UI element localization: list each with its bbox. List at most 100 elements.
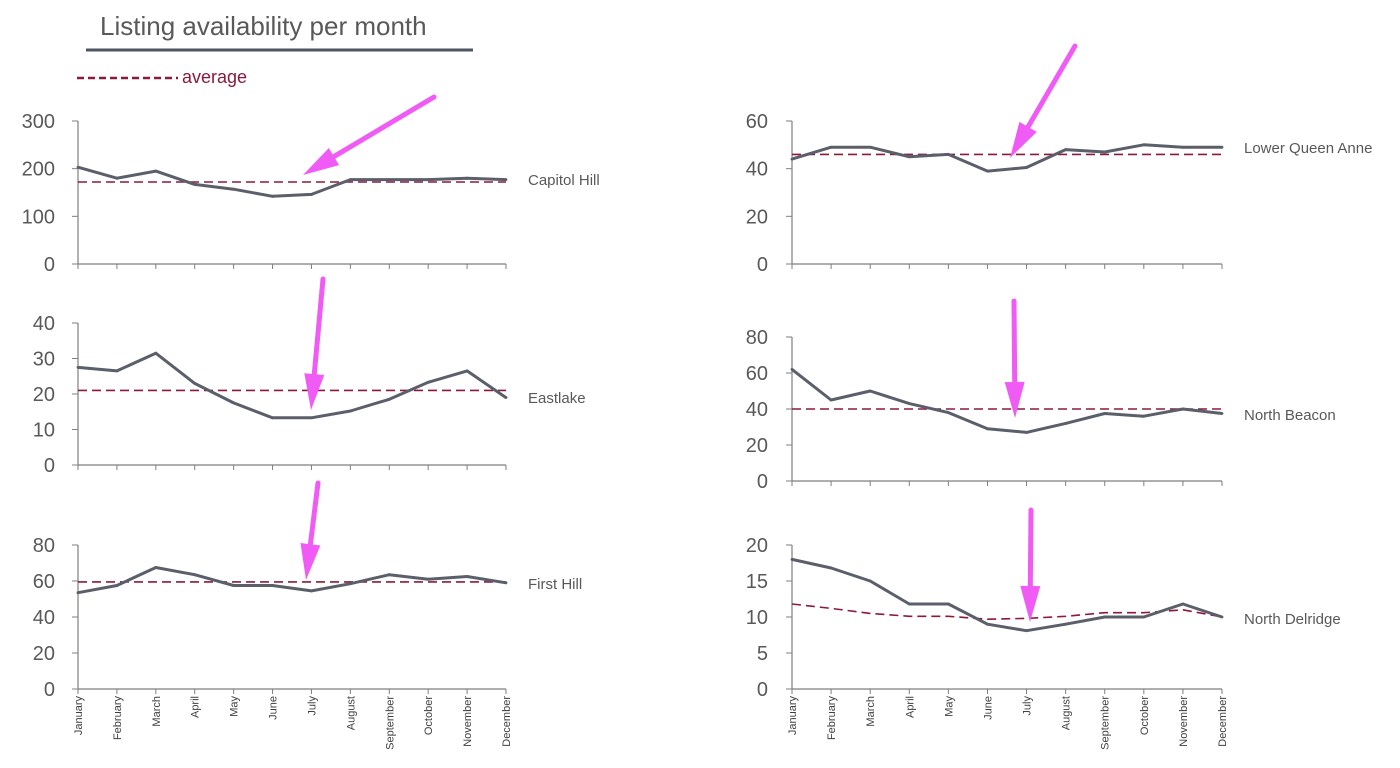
data-point xyxy=(465,176,469,180)
data-point xyxy=(1142,615,1146,619)
data-point xyxy=(387,397,391,401)
legend-label-average: average xyxy=(182,67,247,87)
data-point xyxy=(465,575,469,578)
y-tick-label: 80 xyxy=(746,327,768,349)
data-point xyxy=(310,589,313,593)
x-tick-label: February xyxy=(826,696,838,741)
y-tick-label: 5 xyxy=(757,643,768,665)
data-point xyxy=(115,584,119,587)
arrow-head xyxy=(303,147,340,175)
y-tick-label: 40 xyxy=(746,399,768,421)
data-point xyxy=(1220,615,1224,619)
data-point xyxy=(504,178,508,182)
data-point xyxy=(829,566,833,570)
data-point xyxy=(504,396,508,399)
series-line-capitol-hill xyxy=(77,165,507,198)
arrow-shaft xyxy=(307,480,321,547)
x-tick-label: June xyxy=(268,696,280,720)
y-tick-label: 15 xyxy=(746,571,768,593)
data-point xyxy=(1181,407,1185,411)
arrow-shaft xyxy=(311,276,326,377)
data-point xyxy=(790,157,794,161)
y-tick-label: 20 xyxy=(746,206,768,228)
panel-capitol-hill: 0 100 200 300 Capitol Hill xyxy=(22,111,600,276)
data-point xyxy=(868,145,872,149)
x-tick-label: September xyxy=(1100,696,1112,750)
arrow-shaft xyxy=(1011,298,1018,385)
x-tick-label: July xyxy=(1022,696,1034,716)
arrow-head xyxy=(304,373,325,410)
data-point xyxy=(154,566,158,569)
data-point xyxy=(1220,145,1224,149)
y-tick-label: 300 xyxy=(22,111,55,133)
chart-title: Listing availability per month xyxy=(100,11,427,41)
x-tick-label: December xyxy=(501,696,513,747)
data-point xyxy=(76,365,80,369)
y-tick-label: 40 xyxy=(746,159,768,181)
x-tick-label: May xyxy=(229,696,241,717)
x-tick-label: November xyxy=(462,696,474,747)
data-point xyxy=(1181,602,1185,606)
x-tick-label: January xyxy=(787,696,799,736)
x-tick-label: October xyxy=(1139,696,1151,735)
data-point xyxy=(465,369,469,373)
x-tick-label: April xyxy=(190,696,202,718)
highlight-arrows xyxy=(300,43,1078,622)
data-point xyxy=(986,622,989,626)
series-label-eastlake: Eastlake xyxy=(528,390,586,407)
arrow-shaft xyxy=(1027,507,1034,589)
data-point xyxy=(946,602,950,606)
data-point xyxy=(1025,629,1028,633)
data-point xyxy=(271,194,274,198)
average-line-north-delridge xyxy=(791,603,1223,621)
x-tick-label: January xyxy=(73,696,85,736)
x-tick-label: November xyxy=(1178,696,1190,747)
data-point xyxy=(348,178,352,182)
y-tick-label: 0 xyxy=(757,254,768,276)
data-point xyxy=(1064,622,1068,626)
data-point xyxy=(76,165,80,169)
data-point xyxy=(790,558,794,561)
data-point xyxy=(1103,615,1107,619)
y-tick-label: 10 xyxy=(33,420,55,442)
x-tick-label: July xyxy=(306,696,318,716)
data-point xyxy=(387,178,391,182)
data-point xyxy=(829,398,833,402)
series-label-north-beacon: North Beacon xyxy=(1244,407,1336,424)
data-point xyxy=(193,381,197,385)
panel-first-hill: 0 20 40 60 80 January February March April May Jun… xyxy=(33,535,582,750)
data-point xyxy=(271,584,274,587)
data-point xyxy=(790,368,794,371)
series-line-first-hill xyxy=(77,566,507,595)
x-tick-label: February xyxy=(112,696,124,741)
data-point xyxy=(868,389,872,393)
data-point xyxy=(1142,143,1146,147)
data-point xyxy=(310,193,313,196)
series-line-lower-queen-anne xyxy=(791,143,1222,173)
arrow-head xyxy=(300,543,321,580)
y-tick-label: 0 xyxy=(757,471,768,493)
series-line-north-delridge xyxy=(791,557,1223,633)
data-point xyxy=(76,591,80,595)
legend: average xyxy=(77,67,247,87)
data-point xyxy=(1025,166,1028,169)
x-tick-label: August xyxy=(345,696,357,730)
arrow-head xyxy=(1004,381,1025,418)
y-tick-label: 20 xyxy=(746,435,768,457)
data-point xyxy=(154,169,158,173)
y-tick-label: 20 xyxy=(746,535,768,557)
data-point xyxy=(907,402,911,405)
data-point xyxy=(829,145,833,149)
data-point xyxy=(348,409,352,413)
y-tick-label: 30 xyxy=(33,349,55,371)
y-tick-label: 60 xyxy=(33,571,55,593)
panel-north-beacon: 0 20 40 60 80 North Beacon xyxy=(746,327,1336,493)
data-point xyxy=(1064,422,1068,425)
y-tick-label: 60 xyxy=(746,111,768,133)
x-tick-label: August xyxy=(1061,696,1073,730)
x-tick-label: April xyxy=(904,696,916,718)
series-line-north-beacon xyxy=(791,368,1223,434)
data-point xyxy=(271,416,274,420)
